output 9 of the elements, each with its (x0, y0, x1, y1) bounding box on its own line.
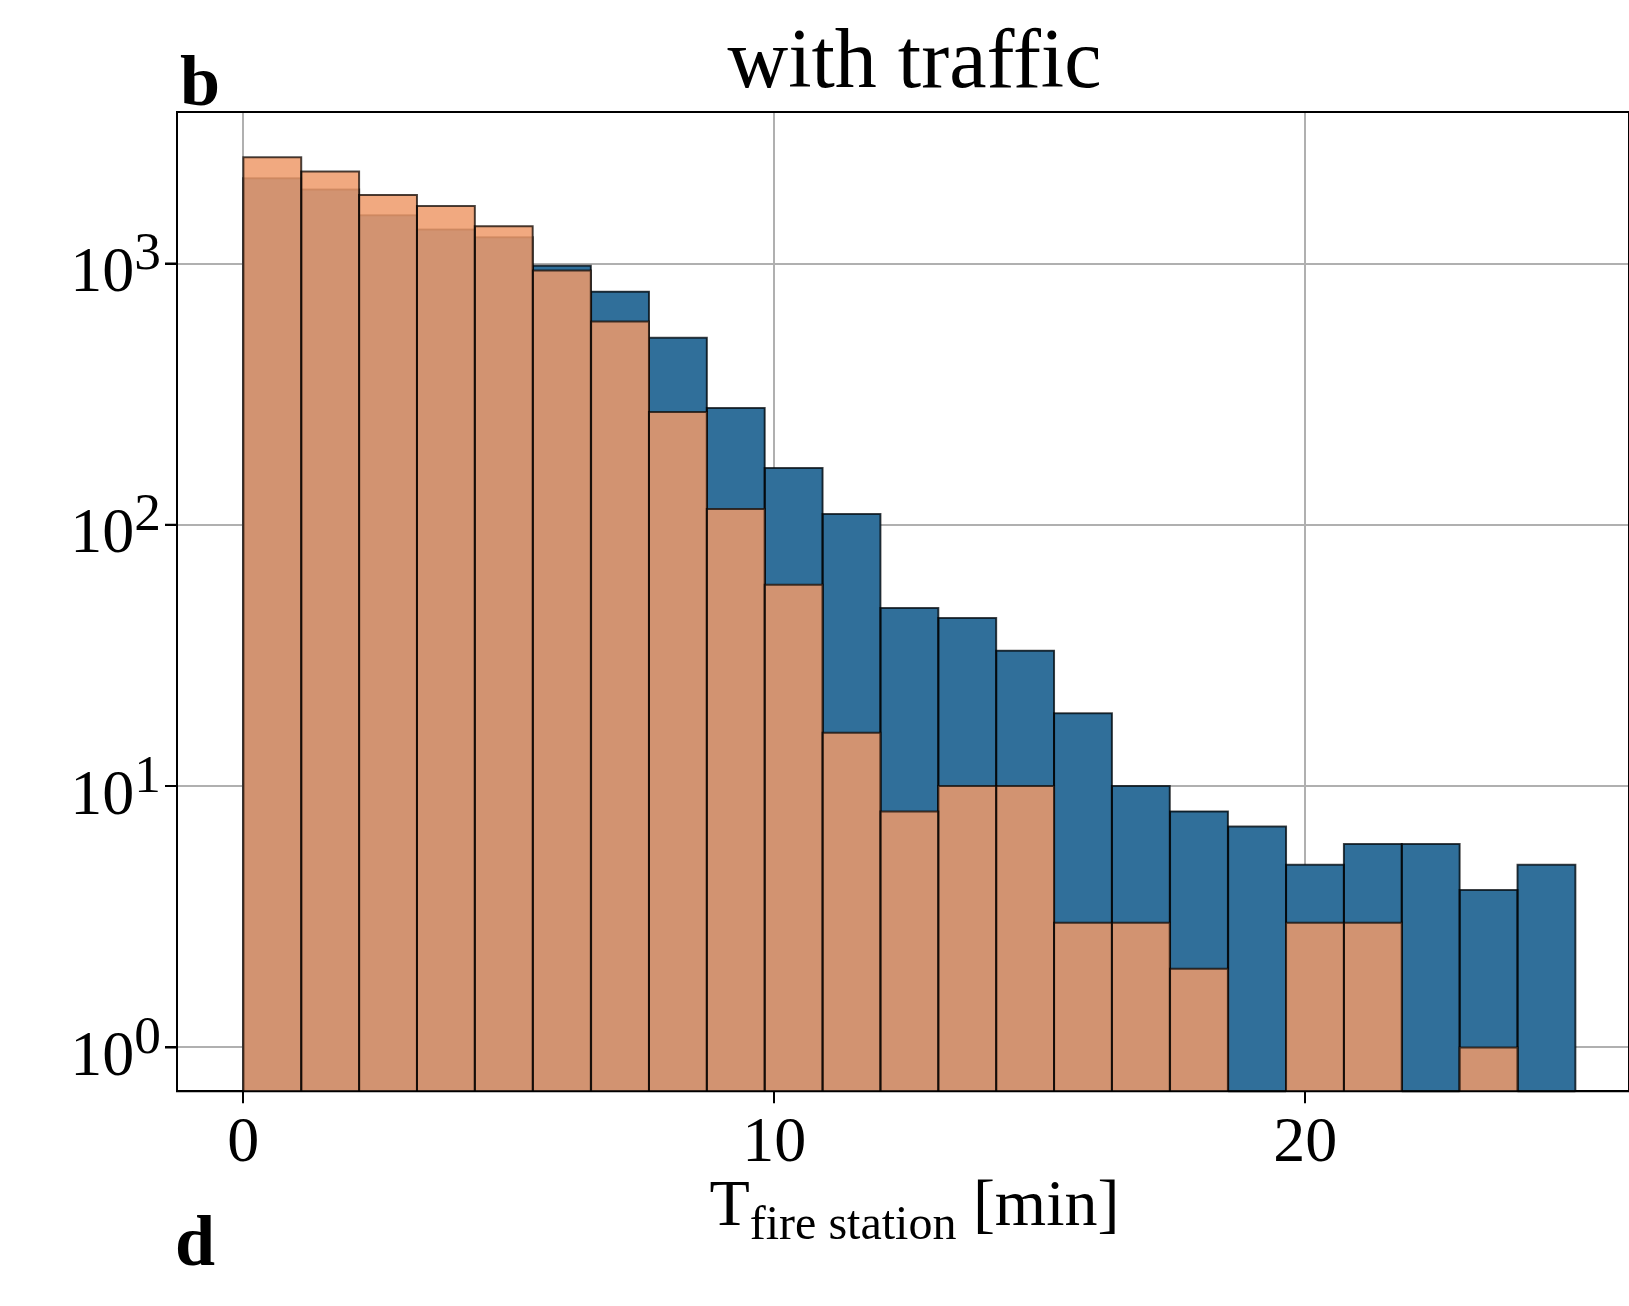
x-tick-label: 0 (227, 1104, 260, 1176)
x-tick-label: 20 (1273, 1104, 1338, 1176)
text: d (175, 1200, 216, 1283)
annotation: b (180, 40, 221, 123)
chart-title: with traffic (727, 12, 1102, 105)
y-tick-label: 10$^{2}$ (70, 482, 161, 567)
y-tick-label: 10$^{3}$ (70, 221, 161, 306)
y-tick-label: 10$^{1}$ (70, 743, 161, 828)
y-tick-label: 10$^{0}$ (70, 1004, 161, 1090)
